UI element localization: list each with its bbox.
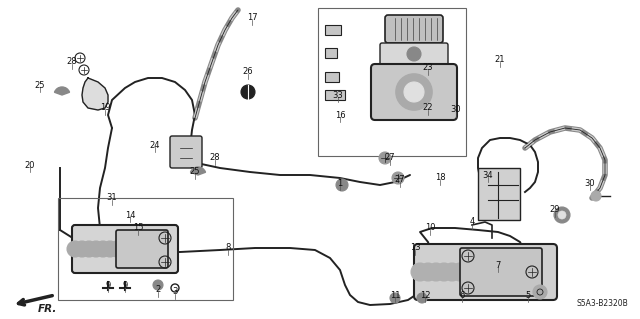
FancyBboxPatch shape [72,225,178,273]
Text: 1: 1 [337,179,342,188]
Text: 10: 10 [425,224,435,233]
Bar [478,168,520,220]
Polygon shape [82,78,108,110]
Bar [325,90,345,100]
Text: 34: 34 [483,170,493,180]
Bar [325,72,339,82]
Circle shape [427,263,445,281]
Circle shape [392,172,404,184]
Bar [325,48,337,58]
Circle shape [411,263,429,281]
Text: 22: 22 [423,103,433,113]
Text: 3: 3 [172,287,178,296]
Text: 25: 25 [189,167,200,176]
FancyBboxPatch shape [460,248,542,296]
Circle shape [404,82,424,102]
FancyBboxPatch shape [116,230,168,268]
Text: 13: 13 [410,243,420,253]
Text: 6: 6 [460,291,465,300]
Circle shape [153,280,163,290]
Circle shape [102,241,118,257]
Circle shape [396,74,432,110]
Text: 30: 30 [451,106,461,115]
Text: 14: 14 [125,211,135,219]
Text: 19: 19 [100,103,110,113]
Circle shape [591,191,601,201]
Text: 30: 30 [585,179,595,188]
Text: 26: 26 [243,68,253,77]
Circle shape [336,179,348,191]
Text: 33: 33 [333,91,344,100]
Text: FR.: FR. [38,304,58,314]
Text: 18: 18 [435,174,445,182]
Circle shape [419,263,437,281]
Wedge shape [54,87,70,95]
Text: 24: 24 [150,140,160,150]
Text: 7: 7 [495,261,500,270]
Circle shape [74,241,90,257]
Text: S5A3-B2320B: S5A3-B2320B [576,299,628,308]
Circle shape [241,85,255,99]
FancyBboxPatch shape [380,43,448,65]
Text: 17: 17 [246,13,257,23]
Bar [318,8,466,156]
Text: 21: 21 [495,56,505,64]
Text: 2: 2 [156,286,161,294]
Wedge shape [191,167,205,175]
Text: 9: 9 [122,280,127,290]
Text: 9: 9 [106,280,111,290]
Circle shape [109,241,125,257]
Circle shape [533,285,547,299]
FancyBboxPatch shape [414,244,557,300]
Text: 20: 20 [25,160,35,169]
Text: 23: 23 [422,63,433,72]
Text: 28: 28 [67,57,77,66]
Circle shape [95,241,111,257]
Circle shape [443,263,461,281]
Circle shape [67,241,83,257]
Circle shape [451,263,469,281]
FancyBboxPatch shape [371,64,457,120]
Text: 5: 5 [525,291,531,300]
Text: 25: 25 [35,80,45,90]
Bar [58,198,233,300]
Circle shape [390,293,400,303]
Circle shape [81,241,97,257]
Text: 27: 27 [395,175,405,184]
Text: 15: 15 [132,224,143,233]
FancyBboxPatch shape [385,15,443,43]
FancyBboxPatch shape [170,136,202,168]
Text: 28: 28 [210,153,220,162]
Text: 31: 31 [107,194,117,203]
Text: 8: 8 [225,243,230,253]
Circle shape [558,211,566,219]
Text: 4: 4 [469,218,475,226]
Bar [325,25,341,35]
Circle shape [407,47,421,61]
Circle shape [88,241,104,257]
Text: 29: 29 [550,205,560,214]
Text: 12: 12 [420,291,430,300]
Text: 27: 27 [385,153,396,162]
Text: 11: 11 [390,291,400,300]
Circle shape [435,263,453,281]
Circle shape [417,293,427,303]
Circle shape [379,152,391,164]
Circle shape [554,207,570,223]
Text: 16: 16 [335,110,346,120]
